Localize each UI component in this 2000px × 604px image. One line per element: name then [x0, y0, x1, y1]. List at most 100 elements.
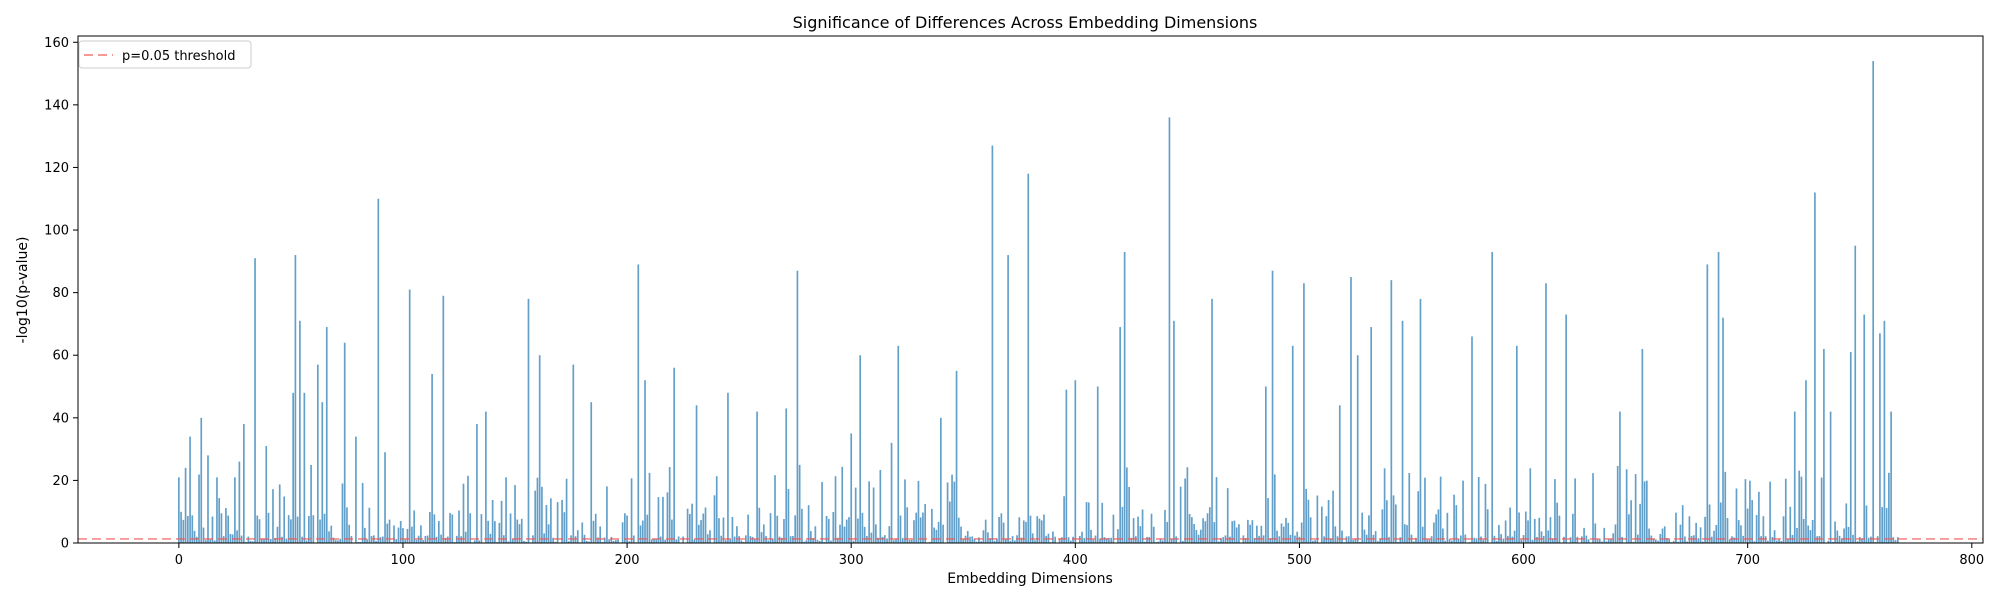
bar: [1032, 533, 1034, 543]
bar: [1180, 487, 1182, 543]
bar: [377, 199, 379, 543]
bar: [1715, 525, 1717, 543]
bar: [481, 514, 483, 543]
bar: [947, 482, 949, 543]
bar: [736, 526, 738, 543]
bar: [1541, 531, 1543, 543]
bar: [716, 476, 718, 543]
bar: [633, 535, 635, 543]
bar: [1543, 536, 1545, 543]
bar: [1453, 495, 1455, 543]
bar: [1462, 481, 1464, 543]
bar: [1317, 496, 1319, 543]
bar: [720, 536, 722, 543]
x-tick-label: 300: [839, 553, 864, 568]
bar: [1209, 507, 1211, 543]
bar: [398, 528, 400, 543]
bar: [790, 536, 792, 543]
bar: [1169, 117, 1171, 543]
bar: [1749, 481, 1751, 543]
bar: [1794, 412, 1796, 543]
bar: [1234, 521, 1236, 543]
bar: [1328, 500, 1330, 543]
bar: [1003, 523, 1005, 543]
bar: [1402, 321, 1404, 543]
bar: [1700, 527, 1702, 543]
bar: [1406, 525, 1408, 543]
bar: [850, 433, 852, 543]
bar: [1236, 527, 1238, 543]
bar: [346, 507, 348, 543]
bar: [1308, 500, 1310, 543]
bar: [1323, 536, 1325, 543]
bar: [1626, 469, 1628, 543]
bar: [494, 521, 496, 543]
bar: [599, 526, 601, 543]
bar: [1572, 514, 1574, 543]
bar: [902, 538, 904, 543]
bar: [779, 537, 781, 543]
bar: [1577, 537, 1579, 543]
bar: [548, 524, 550, 543]
bar: [1646, 481, 1648, 543]
bar: [904, 479, 906, 543]
bar: [1599, 539, 1601, 543]
bar: [362, 483, 364, 543]
bar: [1588, 539, 1590, 543]
bar: [1859, 537, 1861, 543]
y-tick-label: 20: [52, 474, 69, 489]
bar: [203, 528, 205, 543]
bar: [897, 346, 899, 543]
bar: [761, 532, 763, 543]
bar: [678, 536, 680, 543]
bar: [1585, 536, 1587, 543]
bar: [962, 539, 964, 543]
bar: [1664, 526, 1666, 543]
bar: [1399, 537, 1401, 543]
bar: [364, 528, 366, 543]
bar: [1868, 538, 1870, 543]
bar: [1447, 513, 1449, 543]
bar: [577, 530, 579, 543]
bar: [1117, 529, 1119, 543]
x-axis-label: Embedding Dimensions: [947, 571, 1113, 587]
bar: [279, 484, 281, 543]
bar: [880, 470, 882, 543]
bar: [971, 536, 973, 543]
bar: [1301, 523, 1303, 543]
bar: [369, 508, 371, 543]
bar: [295, 255, 297, 543]
bar: [1249, 525, 1251, 543]
bar: [1420, 299, 1422, 543]
bar: [776, 516, 778, 543]
bar: [651, 539, 653, 543]
bar: [1881, 507, 1883, 543]
bar: [1565, 315, 1567, 543]
bar: [1196, 530, 1198, 543]
bar: [924, 504, 926, 543]
bar: [1662, 529, 1664, 544]
y-tick-label: 100: [44, 224, 69, 239]
bar: [637, 264, 639, 543]
bar: [541, 487, 543, 543]
bar: [1216, 477, 1218, 543]
bar: [1296, 532, 1298, 543]
bar: [662, 497, 664, 543]
bar: [431, 374, 433, 543]
bar: [189, 437, 191, 543]
bar: [608, 539, 610, 543]
bar: [1574, 478, 1576, 543]
bar: [1128, 487, 1130, 543]
bar: [1119, 327, 1121, 543]
bar: [1635, 474, 1637, 543]
bar: [718, 518, 720, 543]
bar: [1175, 536, 1177, 543]
bar: [788, 489, 790, 543]
bar: [844, 527, 846, 543]
bar: [1843, 529, 1845, 544]
bar: [218, 498, 220, 543]
bar: [821, 482, 823, 543]
bar: [409, 290, 411, 544]
bar: [617, 540, 619, 543]
